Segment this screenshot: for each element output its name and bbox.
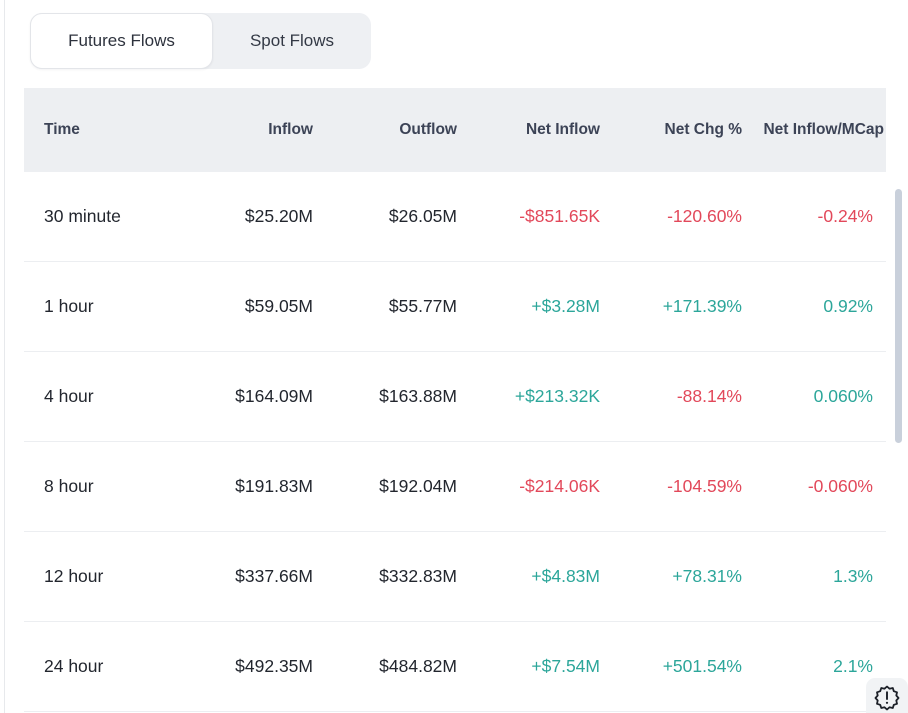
cell-inflow: $59.05M [244, 296, 313, 316]
tab-futures-flows[interactable]: Futures Flows [30, 13, 213, 69]
cell-time: 1 hour [44, 296, 94, 316]
cell-inflow: $164.09M [235, 386, 313, 406]
cell-net-inflow-mcap: -0.060% [807, 476, 873, 496]
cell-net-inflow: +$7.54M [531, 656, 600, 676]
cell-outflow: $484.82M [379, 656, 457, 676]
cell-net-chg: +171.39% [662, 296, 742, 316]
cell-outflow: $163.88M [379, 386, 457, 406]
table-row: 30 minute $25.20M $26.05M -$851.65K -120… [24, 172, 886, 262]
cell-time: 30 minute [44, 206, 121, 226]
cell-time: 8 hour [44, 476, 94, 496]
cell-inflow: $492.35M [235, 656, 313, 676]
cell-net-chg: -88.14% [676, 386, 742, 406]
flows-tab-group: Futures Flows Spot Flows [30, 13, 371, 69]
column-header-inflow: Inflow [268, 121, 313, 138]
table-row: 1 hour $59.05M $55.77M +$3.28M +171.39% … [24, 262, 886, 352]
table-row: 12 hour $337.66M $332.83M +$4.83M +78.31… [24, 532, 886, 622]
alert-badge-icon [873, 684, 901, 712]
cell-outflow: $55.77M [388, 296, 457, 316]
column-header-net-inflow: Net Inflow [525, 121, 600, 138]
column-header-time: Time [44, 121, 80, 138]
column-header-outflow: Outflow [399, 121, 457, 138]
panel-left-border [4, 0, 5, 713]
cell-outflow: $26.05M [388, 206, 457, 226]
cell-net-inflow-mcap: 0.060% [813, 386, 873, 406]
cell-net-inflow-mcap: -0.24% [817, 206, 873, 226]
cell-net-inflow: +$3.28M [531, 296, 600, 316]
column-header-net-inflow-mcap: Net Inflow/MCap [763, 121, 884, 138]
cell-net-inflow-mcap: 0.92% [823, 296, 873, 316]
cell-net-inflow-mcap: 1.3% [833, 566, 873, 586]
cell-outflow: $332.83M [379, 566, 457, 586]
cell-net-chg: +501.54% [662, 656, 742, 676]
cell-net-inflow: +$4.83M [531, 566, 600, 586]
cell-net-inflow: -$214.06K [519, 476, 600, 496]
flows-table: Time Inflow Outflow Net Inflow Net Chg %… [24, 88, 886, 712]
cell-net-inflow: -$851.65K [519, 206, 600, 226]
cell-time: 12 hour [44, 566, 104, 586]
cell-inflow: $337.66M [235, 566, 313, 586]
cell-time: 4 hour [44, 386, 94, 406]
cell-net-chg: -104.59% [667, 476, 742, 496]
table-row: 4 hour $164.09M $163.88M +$213.32K -88.1… [24, 352, 886, 442]
column-header-net-chg: Net Chg % [664, 121, 743, 138]
cell-inflow: $25.20M [244, 206, 313, 226]
cell-outflow: $192.04M [379, 476, 457, 496]
table-row: 24 hour $492.35M $484.82M +$7.54M +501.5… [24, 622, 886, 712]
cell-net-inflow-mcap: 2.1% [833, 656, 873, 676]
cell-net-inflow: +$213.32K [514, 386, 600, 406]
vertical-scrollbar[interactable] [895, 189, 902, 443]
report-button[interactable] [866, 678, 908, 713]
cell-net-chg: -120.60% [667, 206, 742, 226]
cell-net-chg: +78.31% [672, 566, 742, 586]
tab-spot-flows[interactable]: Spot Flows [213, 13, 371, 69]
cell-inflow: $191.83M [235, 476, 313, 496]
table-header: Time Inflow Outflow Net Inflow Net Chg %… [24, 88, 886, 172]
cell-time: 24 hour [44, 656, 104, 676]
table-row: 8 hour $191.83M $192.04M -$214.06K -104.… [24, 442, 886, 532]
